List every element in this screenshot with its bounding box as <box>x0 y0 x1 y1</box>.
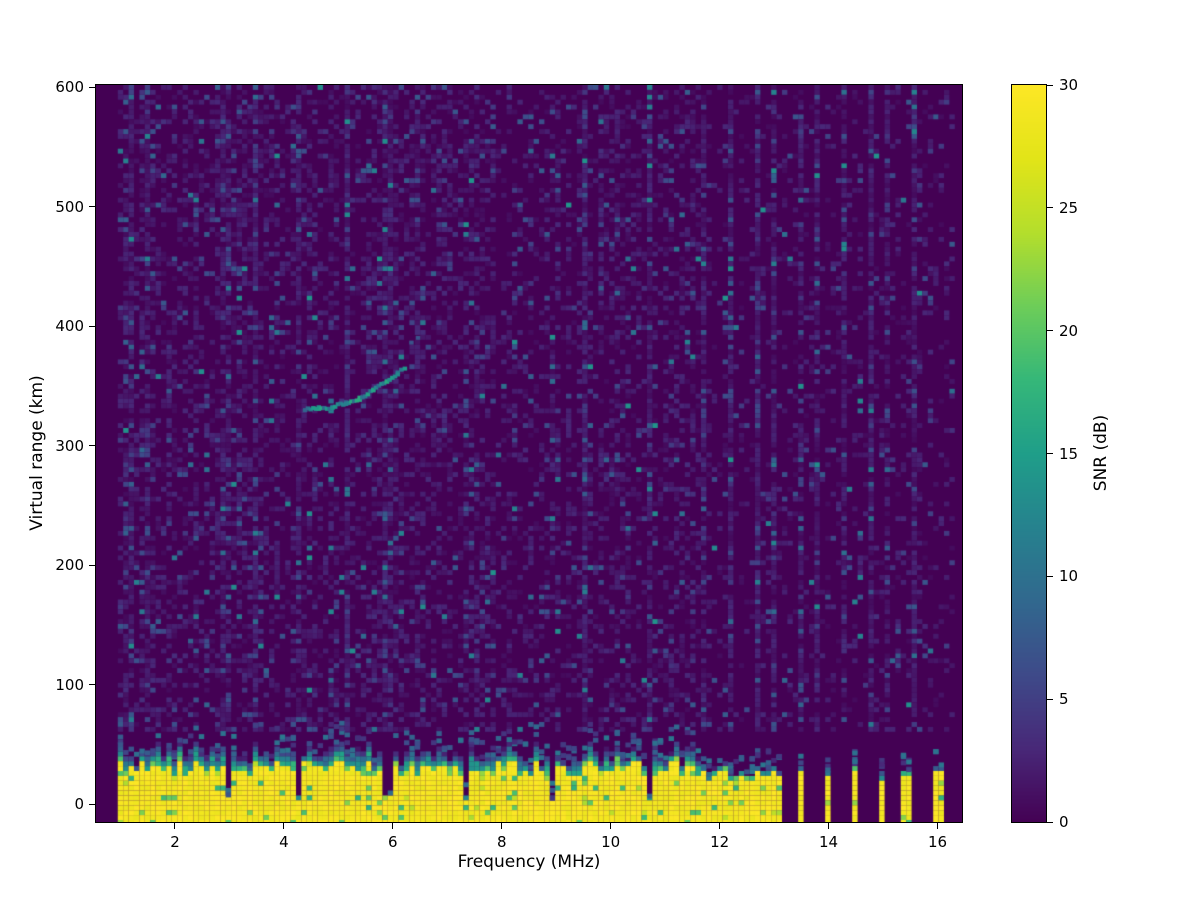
colorbar-tick-label: 10 <box>1059 567 1079 586</box>
colorbar-tick-mark <box>1047 821 1053 823</box>
y-tick-mark <box>89 206 95 208</box>
y-tick-label: 300 <box>55 436 84 455</box>
colorbar-gradient <box>1012 85 1046 822</box>
x-tick-label: 6 <box>388 833 398 851</box>
x-tick-label: 16 <box>927 833 948 851</box>
x-tick-label: 2 <box>170 833 180 851</box>
x-tick-mark <box>828 823 830 829</box>
x-tick-mark <box>392 823 394 829</box>
y-tick-label: 0 <box>74 795 84 814</box>
colorbar-tick-mark <box>1047 453 1053 454</box>
x-tick-label: 12 <box>710 833 730 851</box>
y-tick-mark <box>89 564 95 566</box>
x-tick-mark <box>283 823 285 829</box>
x-tick-mark <box>174 823 176 829</box>
y-tick-mark <box>89 445 95 447</box>
colorbar-tick-label: 15 <box>1059 444 1079 463</box>
colorbar-tick-label: 25 <box>1059 198 1079 217</box>
y-tick-label: 600 <box>55 78 84 97</box>
colorbar-tick-label: 0 <box>1059 813 1069 831</box>
colorbar-tick-mark <box>1047 575 1053 577</box>
x-tick-label: 4 <box>279 833 289 851</box>
y-tick-mark <box>89 86 95 88</box>
y-tick-label: 200 <box>55 556 84 575</box>
y-tick-mark <box>89 325 95 327</box>
x-tick-label: 14 <box>819 833 839 851</box>
y-tick-label: 500 <box>55 197 84 216</box>
x-tick-label: 8 <box>496 833 507 851</box>
y-tick-label: 100 <box>55 675 84 694</box>
x-tick-mark <box>719 823 721 829</box>
y-tick-mark <box>89 684 95 686</box>
y-tick-label: 400 <box>55 317 84 336</box>
ionogram-heatmap <box>96 85 962 822</box>
colorbar-tick-mark <box>1047 207 1053 209</box>
x-axis-label: Frequency (MHz) <box>457 852 601 872</box>
colorbar-tick-mark <box>1047 330 1053 332</box>
x-tick-mark <box>936 823 938 829</box>
x-tick-mark <box>501 823 503 829</box>
colorbar-tick-mark <box>1047 698 1053 700</box>
y-tick-mark <box>89 803 95 805</box>
colorbar-tick-label: 30 <box>1059 76 1079 94</box>
colorbar-tick-label: 20 <box>1059 321 1079 340</box>
x-tick-label: 10 <box>601 833 621 851</box>
colorbar-tick-label: 5 <box>1059 690 1069 709</box>
x-tick-mark <box>610 823 612 829</box>
colorbar-tick-mark <box>1047 84 1053 86</box>
